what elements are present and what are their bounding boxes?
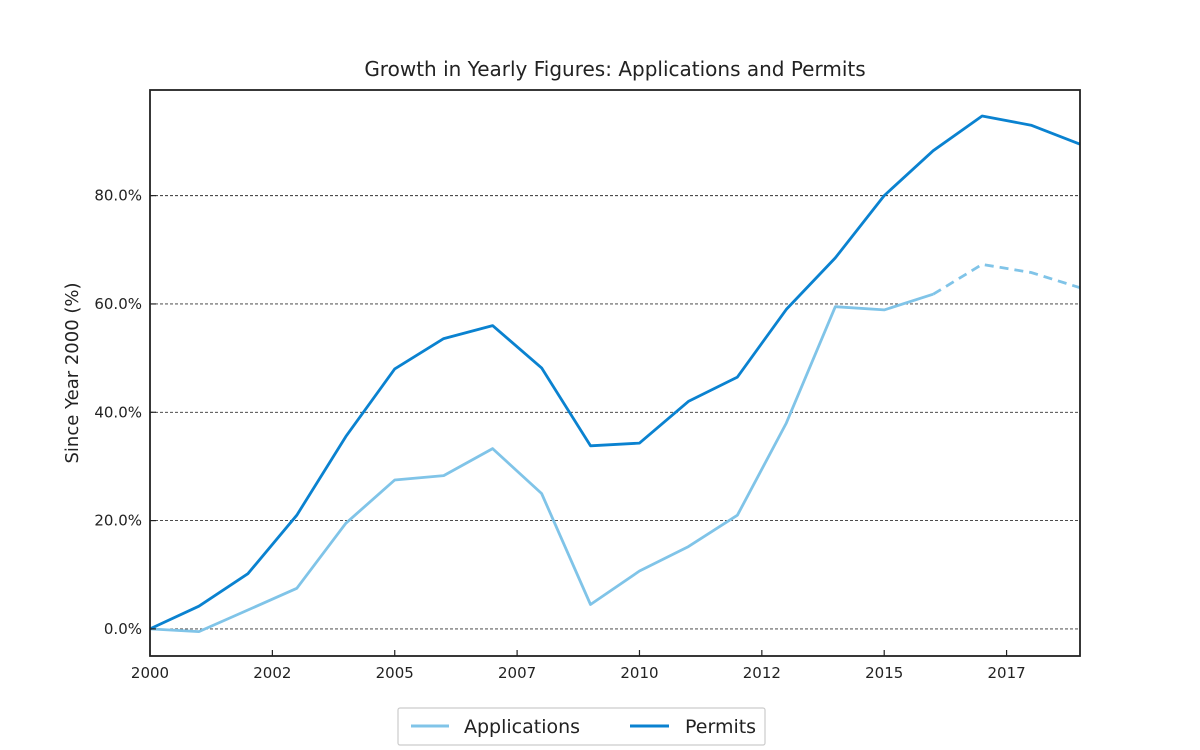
x-axis-ticks: 2000 2002 2005 2007 2010 2012 2015 2017: [131, 650, 1026, 682]
y-tick-label: 0.0%: [104, 620, 142, 638]
y-axis-ticks: 0.0% 20.0% 40.0% 60.0% 80.0%: [94, 187, 156, 638]
x-tick-label: 2015: [865, 664, 903, 682]
legend-label-applications: Applications: [464, 716, 580, 738]
chart-title: Growth in Yearly Figures: Applications a…: [364, 57, 865, 81]
series-layer: [149, 114, 1081, 633]
series-line-applications-projected: [932, 263, 1081, 296]
y-tick-label: 80.0%: [94, 187, 142, 205]
series-line-applications: [149, 292, 934, 633]
x-tick-label: 2002: [253, 664, 291, 682]
y-tick-label: 40.0%: [94, 403, 142, 421]
x-tick-label: 2010: [620, 664, 658, 682]
plot-frame: [149, 89, 1081, 657]
x-tick-label: 2007: [498, 664, 536, 682]
legend-label-permits: Permits: [685, 716, 756, 738]
y-tick-label: 60.0%: [94, 295, 142, 313]
y-axis-label: Since Year 2000 (%): [62, 282, 83, 463]
legend: Applications Permits: [397, 707, 766, 746]
x-tick-label: 2005: [376, 664, 414, 682]
gridlines: [150, 195, 1080, 630]
legend-box: [397, 707, 766, 746]
x-tick-label: 2017: [987, 664, 1025, 682]
series-line-permits: [149, 114, 1081, 631]
x-tick-label: 2012: [743, 664, 781, 682]
y-tick-label: 20.0%: [94, 512, 142, 530]
x-tick-label: 2000: [131, 664, 169, 682]
